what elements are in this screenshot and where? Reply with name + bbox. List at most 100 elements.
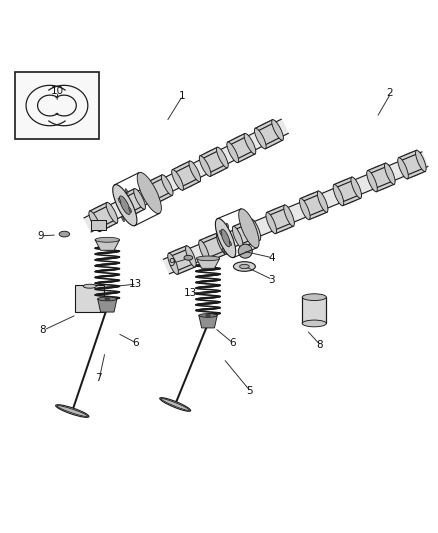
Text: 13: 13 xyxy=(184,288,197,298)
Ellipse shape xyxy=(302,320,326,327)
Ellipse shape xyxy=(273,222,294,232)
Ellipse shape xyxy=(266,206,287,216)
Ellipse shape xyxy=(250,219,261,240)
Ellipse shape xyxy=(221,229,230,247)
Text: 3: 3 xyxy=(268,274,275,285)
Ellipse shape xyxy=(83,284,96,288)
Polygon shape xyxy=(399,150,425,179)
Ellipse shape xyxy=(233,227,243,247)
Ellipse shape xyxy=(240,264,249,269)
Ellipse shape xyxy=(168,253,178,274)
Polygon shape xyxy=(95,240,120,251)
Ellipse shape xyxy=(186,246,196,267)
Ellipse shape xyxy=(199,234,220,244)
Ellipse shape xyxy=(175,165,197,186)
Ellipse shape xyxy=(168,247,189,257)
Ellipse shape xyxy=(120,196,130,214)
Polygon shape xyxy=(334,177,360,206)
Ellipse shape xyxy=(105,298,110,300)
Ellipse shape xyxy=(374,181,395,191)
Polygon shape xyxy=(117,189,145,218)
Ellipse shape xyxy=(215,219,236,257)
Ellipse shape xyxy=(284,205,294,226)
Polygon shape xyxy=(173,161,200,190)
Ellipse shape xyxy=(113,184,137,226)
Ellipse shape xyxy=(226,223,229,228)
Ellipse shape xyxy=(235,150,255,161)
Polygon shape xyxy=(196,259,220,268)
Ellipse shape xyxy=(367,171,377,192)
Ellipse shape xyxy=(125,189,128,193)
Text: 13: 13 xyxy=(129,279,142,289)
Ellipse shape xyxy=(219,230,222,235)
Bar xyxy=(15,71,99,140)
FancyBboxPatch shape xyxy=(75,285,104,312)
Ellipse shape xyxy=(206,314,210,317)
Ellipse shape xyxy=(117,190,137,201)
Polygon shape xyxy=(163,152,428,274)
Ellipse shape xyxy=(92,207,114,227)
Text: 8: 8 xyxy=(316,341,323,350)
Circle shape xyxy=(238,244,252,258)
Ellipse shape xyxy=(145,176,165,187)
Ellipse shape xyxy=(233,220,254,230)
Ellipse shape xyxy=(263,136,283,148)
Ellipse shape xyxy=(200,148,220,159)
Ellipse shape xyxy=(240,236,261,247)
Ellipse shape xyxy=(171,250,193,270)
Ellipse shape xyxy=(227,142,239,163)
Polygon shape xyxy=(228,133,255,163)
Text: 2: 2 xyxy=(386,88,393,99)
Ellipse shape xyxy=(398,158,408,179)
Ellipse shape xyxy=(255,120,275,132)
Ellipse shape xyxy=(98,297,117,301)
Polygon shape xyxy=(300,191,327,220)
Polygon shape xyxy=(84,119,288,232)
Polygon shape xyxy=(199,316,217,328)
Ellipse shape xyxy=(300,192,321,202)
Ellipse shape xyxy=(199,156,211,176)
Ellipse shape xyxy=(401,155,423,175)
Polygon shape xyxy=(267,205,293,233)
Ellipse shape xyxy=(398,151,419,161)
Ellipse shape xyxy=(416,150,426,172)
Polygon shape xyxy=(169,246,195,274)
Ellipse shape xyxy=(333,178,354,188)
Text: 6: 6 xyxy=(229,338,236,348)
Ellipse shape xyxy=(122,217,124,222)
Text: 8: 8 xyxy=(39,325,46,335)
Ellipse shape xyxy=(216,233,227,254)
Text: 5: 5 xyxy=(246,386,253,397)
Ellipse shape xyxy=(233,262,255,271)
Ellipse shape xyxy=(385,163,395,184)
Ellipse shape xyxy=(172,162,192,173)
Ellipse shape xyxy=(89,204,110,215)
Text: 7: 7 xyxy=(95,373,102,383)
Ellipse shape xyxy=(239,209,259,248)
Ellipse shape xyxy=(106,203,118,223)
Ellipse shape xyxy=(223,248,225,253)
Ellipse shape xyxy=(229,241,232,246)
Ellipse shape xyxy=(175,263,196,273)
Ellipse shape xyxy=(272,119,283,140)
Ellipse shape xyxy=(97,219,117,231)
Ellipse shape xyxy=(333,184,344,206)
Ellipse shape xyxy=(120,193,142,213)
Ellipse shape xyxy=(307,208,328,219)
Ellipse shape xyxy=(216,147,228,168)
Polygon shape xyxy=(255,120,283,149)
Ellipse shape xyxy=(340,195,361,205)
Ellipse shape xyxy=(57,406,88,416)
Ellipse shape xyxy=(161,175,173,196)
Ellipse shape xyxy=(351,177,361,198)
Text: 6: 6 xyxy=(132,338,139,348)
Ellipse shape xyxy=(336,181,359,201)
Ellipse shape xyxy=(208,164,228,175)
Polygon shape xyxy=(98,299,117,312)
Ellipse shape xyxy=(59,231,70,237)
Ellipse shape xyxy=(95,237,120,242)
Ellipse shape xyxy=(161,399,189,410)
Ellipse shape xyxy=(199,240,209,262)
Ellipse shape xyxy=(230,138,252,158)
Ellipse shape xyxy=(152,192,173,203)
